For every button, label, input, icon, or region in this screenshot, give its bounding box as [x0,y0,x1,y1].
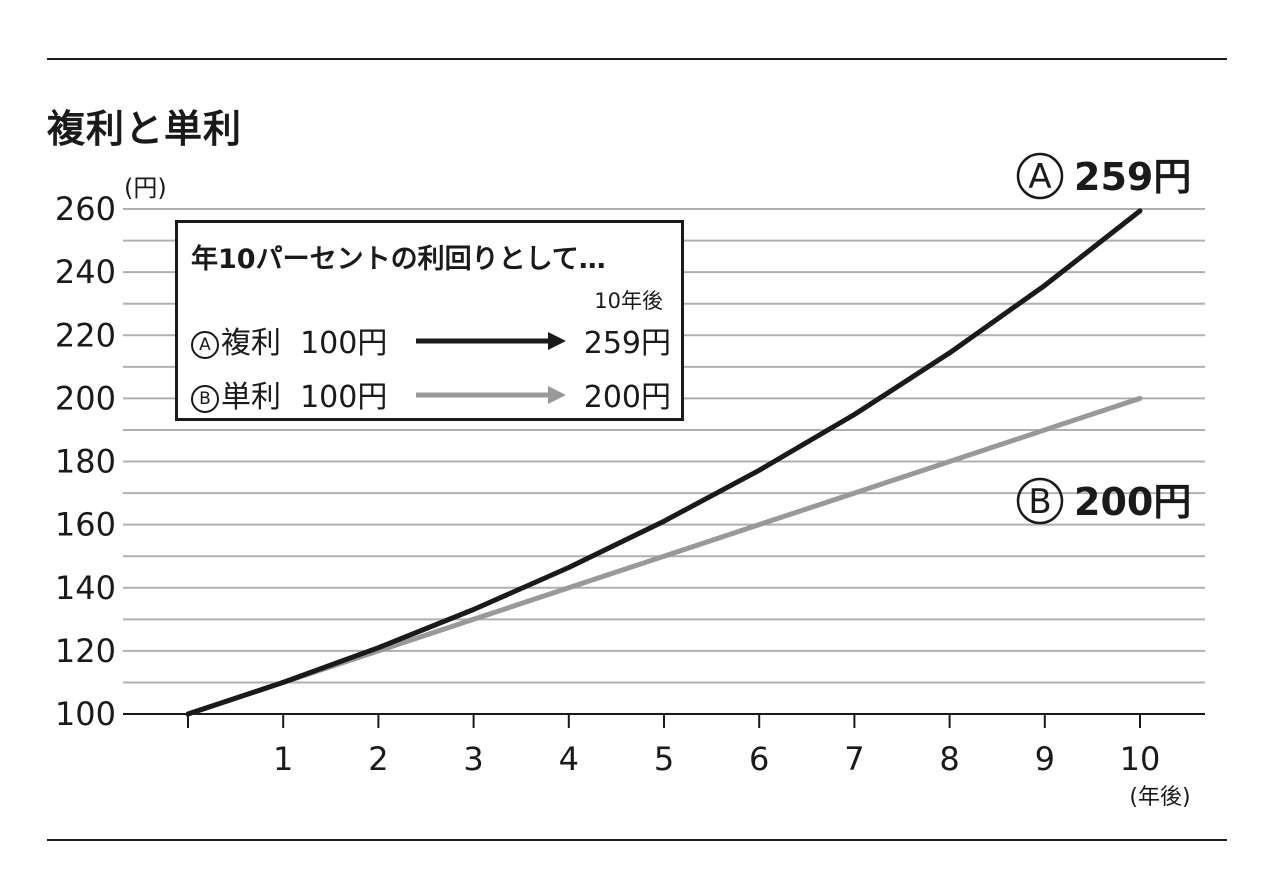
y-tick-label: 220 [55,316,116,354]
legend-row-compound: A 複利 100円 [191,318,387,362]
end-value-label-b: 200円 [1074,480,1191,524]
legend-label-compound: 複利 [221,326,281,361]
bottom-rule [47,839,1227,841]
series-letter-a: A [1028,157,1051,197]
end-value-label-a: 259円 [1074,155,1191,199]
circled-a-icon: A [191,331,219,359]
x-tick-label: 5 [654,740,674,778]
y-tick-label: 260 [55,190,116,228]
x-tick-label: 1 [273,740,293,778]
x-tick-label: 6 [749,740,769,778]
y-tick-label: 240 [55,253,116,291]
y-tick-label: 100 [55,695,116,733]
legend-start-simple: 100円 [300,380,388,415]
chart-title: 複利と単利 [47,107,243,151]
legend-heading: 年10パーセントの利回りとして… [191,244,606,275]
y-tick-label: 200 [55,379,116,417]
legend-end-simple: 200円 [583,380,671,415]
y-tick-label: 180 [55,443,116,481]
legend-after-label: 10年後 [594,289,663,313]
arrow-right-icon [416,386,566,404]
legend-box: 年10パーセントの利回りとして… 10年後 A 複利 100円 259円 B 単利 … [175,220,684,421]
legend-start-compound: 100円 [300,326,388,361]
series-line-a [185,208,1143,717]
y-tick-label: 120 [55,632,116,670]
legend-end-compound: 259円 [583,326,671,361]
y-tick-label: 160 [55,506,116,544]
arrow-right-icon [416,332,566,350]
top-rule [47,58,1227,60]
x-tick-label: 2 [368,740,388,778]
circled-b-icon [1016,477,1064,525]
y-tick-label: 140 [55,569,116,607]
x-unit-label: (年後) [1129,785,1190,810]
legend-label-simple: 単利 [221,380,281,415]
x-tick-label: 10 [1120,740,1161,778]
circled-b-icon: B [191,385,219,413]
x-tick-label: 4 [559,740,579,778]
y-unit-label: (円) [124,174,167,202]
series-letter-b: B [1028,482,1051,522]
x-tick-label: 3 [463,740,483,778]
legend-row-simple: B 単利 100円 [191,372,387,416]
circled-a-icon [1016,152,1064,200]
x-tick-label: 7 [844,740,864,778]
x-tick-label: 9 [1035,740,1055,778]
x-tick-label: 8 [939,740,959,778]
